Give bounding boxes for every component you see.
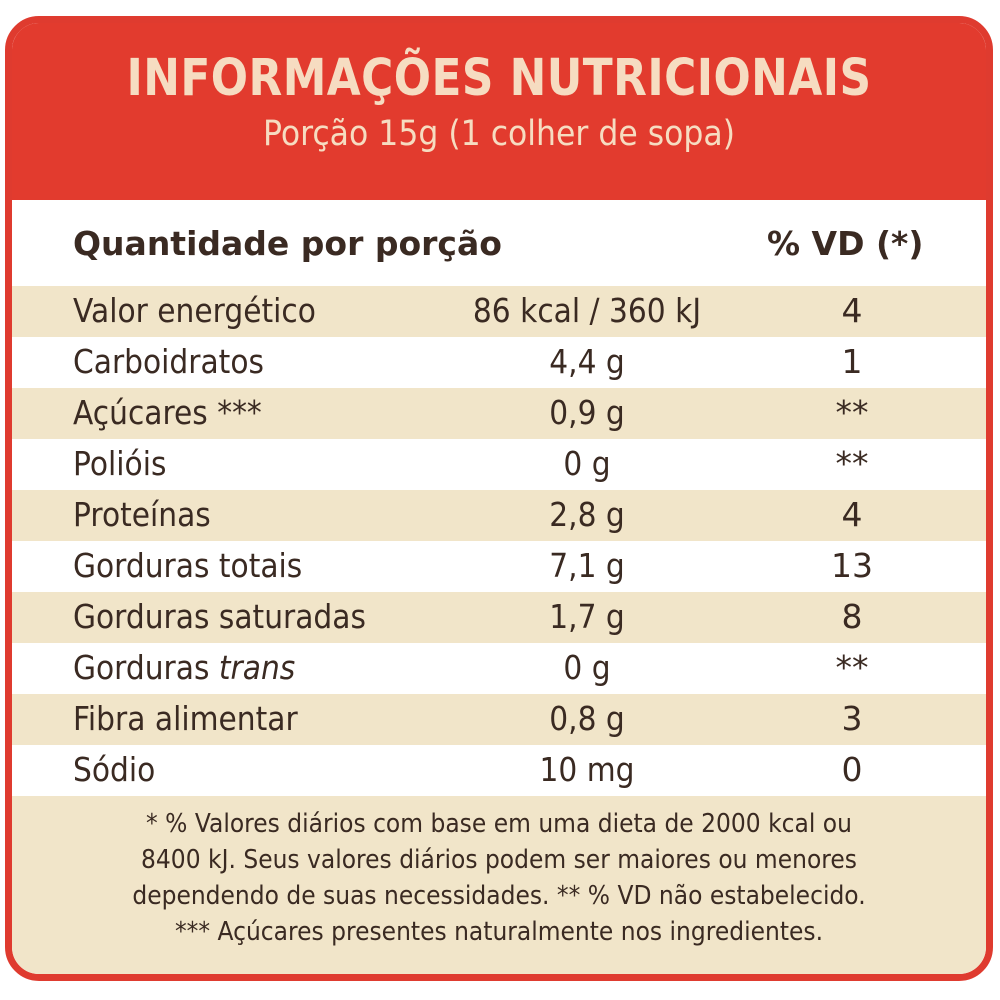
nutrient-name-text: Gorduras saturadas: [73, 597, 366, 636]
nutrient-vd: 4: [841, 291, 863, 330]
nutrient-name-text: Açúcares ***: [73, 393, 262, 432]
nutrient-name: Sódio: [73, 750, 155, 789]
label-header: INFORMAÇÕES NUTRICIONAIS Porção 15g (1 c…: [12, 23, 986, 200]
label-title: INFORMAÇÕES NUTRICIONAIS: [126, 49, 872, 108]
nutrient-amount: 7,1 g: [549, 546, 625, 585]
footnote-line: 8400 kJ. Seus valores diários podem ser …: [141, 845, 857, 875]
table-row: Fibra alimentar 0,8 g 3: [12, 694, 986, 745]
serving-size: Porção 15g (1 colher de sopa): [262, 114, 736, 154]
nutrient-vd: 3: [841, 699, 863, 738]
footnote-line: *** Açúcares presentes naturalmente nos …: [174, 917, 824, 947]
nutrient-name: Açúcares ***: [73, 393, 262, 432]
nutrient-amount: 10 mg: [539, 750, 635, 789]
nutrient-name-text: Fibra alimentar: [73, 699, 298, 738]
nutrient-table: Valor energético 86 kcal / 360 kJ 4 Carboid…: [12, 286, 986, 796]
table-row: Polióis 0 g **: [12, 439, 986, 490]
nutrient-name: Gorduras trans: [73, 648, 295, 687]
nutrient-amount: 2,8 g: [549, 495, 625, 534]
nutrient-vd: 0: [841, 750, 863, 789]
nutrient-name: Polióis: [73, 444, 166, 483]
nutrient-vd: 4: [841, 495, 863, 534]
quantity-header: Quantidade por porção: [73, 224, 502, 263]
footnote-line: dependendo de suas necessidades. ** % VD…: [132, 881, 866, 911]
nutrient-name: Valor energético: [73, 291, 316, 330]
footnote-line: * % Valores diários com base em uma diet…: [146, 809, 852, 839]
nutrient-name: Fibra alimentar: [73, 699, 298, 738]
table-row: Sódio 10 mg 0: [12, 745, 986, 796]
nutrient-amount: 0,8 g: [549, 699, 625, 738]
nutrient-vd: **: [835, 393, 869, 432]
nutrient-name: Carboidratos: [73, 342, 264, 381]
table-row: Carboidratos 4,4 g 1: [12, 337, 986, 388]
table-row: Gorduras totais 7,1 g 13: [12, 541, 986, 592]
nutrient-vd: 13: [831, 546, 873, 585]
column-header-row: Quantidade por porção % VD (*): [12, 200, 986, 286]
nutrient-vd: 8: [841, 597, 863, 636]
nutrient-name: Gorduras saturadas: [73, 597, 366, 636]
nutrient-vd: 1: [841, 342, 863, 381]
nutrient-name-text: Valor energético: [73, 291, 316, 330]
vd-header: % VD (*): [767, 224, 924, 263]
nutrition-label: INFORMAÇÕES NUTRICIONAIS Porção 15g (1 c…: [5, 16, 993, 981]
table-row: Gorduras saturadas 1,7 g 8: [12, 592, 986, 643]
nutrient-name-text: Gorduras: [73, 648, 210, 687]
nutrient-name-text: Polióis: [73, 444, 167, 483]
table-row: Proteínas 2,8 g 4: [12, 490, 986, 541]
nutrient-name-text: Gorduras totais: [73, 546, 303, 585]
footnote: * % Valores diários com base em uma diet…: [12, 796, 986, 974]
nutrient-amount: 0 g: [563, 444, 611, 483]
table-row: Açúcares *** 0,9 g **: [12, 388, 986, 439]
nutrient-vd: **: [835, 648, 869, 687]
nutrient-amount: 0 g: [563, 648, 611, 687]
nutrient-amount: 4,4 g: [549, 342, 625, 381]
nutrient-name-text: Sódio: [73, 750, 156, 789]
nutrient-amount: 1,7 g: [549, 597, 625, 636]
nutrient-amount: 0,9 g: [549, 393, 625, 432]
nutrient-name-italic: trans: [218, 648, 296, 687]
table-row: Gorduras trans 0 g **: [12, 643, 986, 694]
nutrient-name-text: Proteínas: [73, 495, 211, 534]
nutrient-name: Gorduras totais: [73, 546, 302, 585]
nutrient-name: Proteínas: [73, 495, 211, 534]
nutrient-vd: **: [835, 444, 869, 483]
nutrient-amount: 86 kcal / 360 kJ: [472, 291, 702, 330]
nutrient-name-text: Carboidratos: [73, 342, 264, 381]
table-row: Valor energético 86 kcal / 360 kJ 4: [12, 286, 986, 337]
